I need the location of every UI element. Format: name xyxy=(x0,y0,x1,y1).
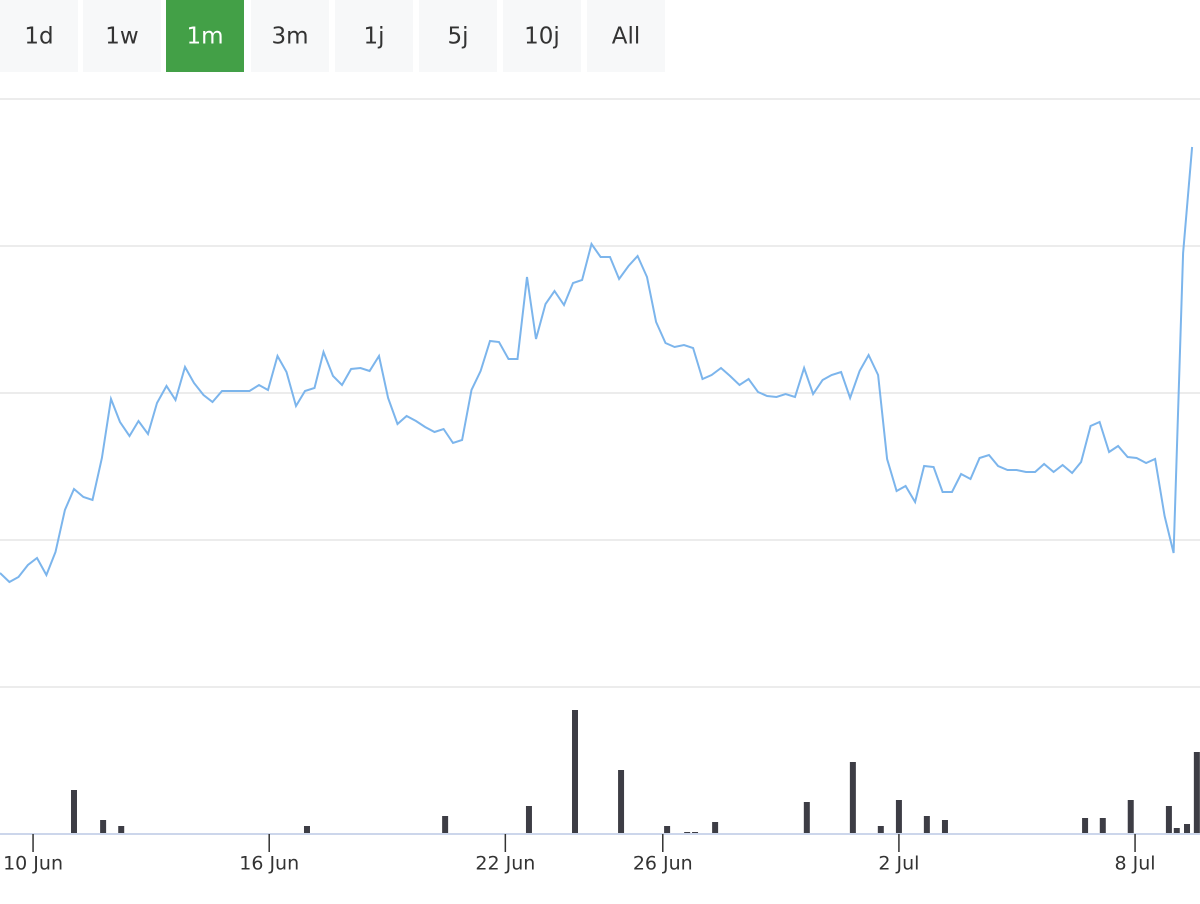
range-button-label[interactable]: 10j xyxy=(524,24,560,50)
volume-bar xyxy=(1193,752,1200,834)
volume-bar xyxy=(1127,800,1134,834)
range-button-label[interactable]: 1j xyxy=(363,24,384,50)
volume-bar xyxy=(618,770,625,834)
range-button-label[interactable]: 1d xyxy=(24,24,53,50)
range-button-label[interactable]: 1m xyxy=(186,24,223,50)
volume-bar xyxy=(895,800,902,834)
volume-bar xyxy=(1165,806,1172,834)
x-tick-label: 10 Jun xyxy=(3,853,63,875)
volume-bar xyxy=(1184,824,1191,834)
volume-bar xyxy=(1173,828,1180,834)
volume-bar xyxy=(923,816,930,834)
range-button-label[interactable]: 3m xyxy=(271,24,308,50)
x-tick-label: 16 Jun xyxy=(239,853,299,875)
volume-bar xyxy=(849,762,856,834)
volume-bar xyxy=(572,710,579,834)
x-tick-label: 2 Jul xyxy=(878,853,919,875)
volume-bar xyxy=(1099,818,1106,834)
x-tick-label: 26 Jun xyxy=(633,853,693,875)
range-button[interactable] xyxy=(503,0,581,72)
volume-bar xyxy=(303,826,310,834)
volume-bar xyxy=(941,820,948,834)
x-tick-label: 22 Jun xyxy=(475,853,535,875)
volume-bar xyxy=(803,802,810,834)
price-line xyxy=(0,146,1194,584)
range-button-label[interactable]: 1w xyxy=(105,24,138,50)
volume-bar xyxy=(525,806,532,834)
volume-bar xyxy=(70,790,77,834)
volume-bar xyxy=(712,822,719,834)
volume-bar xyxy=(118,826,125,834)
volume-bar xyxy=(877,826,884,834)
range-button[interactable] xyxy=(251,0,329,72)
range-button[interactable] xyxy=(166,0,244,72)
range-button-label[interactable]: All xyxy=(612,24,641,50)
volume-bar xyxy=(1082,818,1089,834)
range-button[interactable] xyxy=(587,0,665,72)
range-button[interactable] xyxy=(335,0,413,72)
x-tick-label: 8 Jul xyxy=(1115,853,1156,875)
volume-bar xyxy=(442,816,449,834)
range-button[interactable] xyxy=(0,0,78,72)
range-button-label[interactable]: 5j xyxy=(447,24,468,50)
volume-bar xyxy=(100,820,107,834)
range-button[interactable] xyxy=(419,0,497,72)
volume-bar xyxy=(664,826,671,834)
range-button[interactable] xyxy=(83,0,161,72)
